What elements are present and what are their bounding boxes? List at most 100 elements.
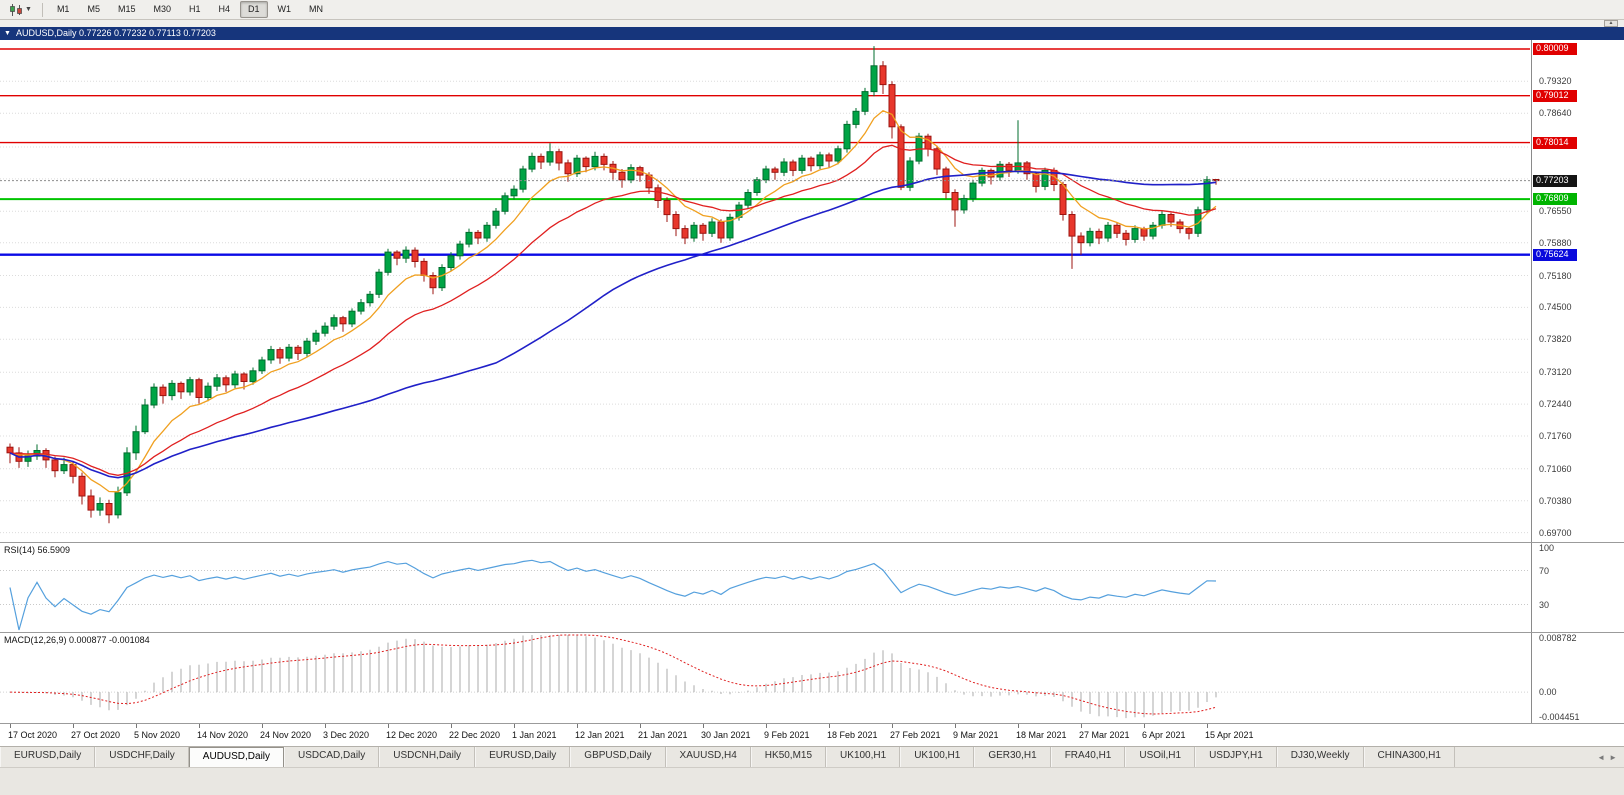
- time-axis-tick: [955, 724, 956, 728]
- time-axis-tick: [262, 724, 263, 728]
- panel-separator[interactable]: [0, 632, 1624, 633]
- candlestick-chart-icon[interactable]: ▼: [4, 2, 37, 18]
- chevron-down-icon: ▼: [25, 6, 32, 13]
- time-axis-tick: [766, 724, 767, 728]
- price-level-badge: 0.79012: [1533, 90, 1577, 102]
- time-axis-label: 6 Apr 2021: [1142, 730, 1186, 740]
- time-axis-tick: [388, 724, 389, 728]
- chart-window: ▼ AUDUSD,Daily 0.77226 0.77232 0.77113 0…: [0, 27, 1624, 746]
- time-axis-tick: [451, 724, 452, 728]
- rsi-axis-label: 100: [1539, 543, 1555, 553]
- price-chart[interactable]: [0, 40, 1530, 542]
- chart-tab-audusd-daily[interactable]: AUDUSD,Daily: [188, 747, 285, 767]
- time-axis[interactable]: 17 Oct 2020 27 Oct 2020 5 Nov 2020 14 Nov 2…: [0, 724, 1530, 746]
- collapse-triangle-icon[interactable]: ▼: [4, 30, 11, 37]
- timeframe-button-m1[interactable]: M1: [56, 4, 70, 14]
- time-axis-label: 27 Feb 2021: [890, 730, 941, 740]
- chart-tab-ger30-h1[interactable]: GER30,H1: [974, 747, 1051, 767]
- time-axis-label: 9 Mar 2021: [953, 730, 999, 740]
- timeframe-button-m15[interactable]: M15: [117, 4, 136, 14]
- time-axis-label: 14 Nov 2020: [197, 730, 249, 740]
- price-axis-label: 0.72440: [1539, 399, 1572, 409]
- price-axis-label: 0.70380: [1539, 496, 1572, 506]
- time-axis-label: 12 Dec 2020: [386, 730, 438, 740]
- macd-axis-label: -0.004451: [1539, 712, 1580, 722]
- time-axis-label: 30 Jan 2021: [701, 730, 751, 740]
- panel-separator: [0, 723, 1624, 724]
- chart-tab-xauusd-h4[interactable]: XAUUSD,H4: [665, 747, 751, 767]
- time-axis-tick: [1144, 724, 1145, 728]
- time-axis-label: 27 Oct 2020: [71, 730, 121, 740]
- chart-title-bar[interactable]: ▼ AUDUSD,Daily 0.77226 0.77232 0.77113 0…: [0, 27, 1624, 40]
- price-axis-label: 0.73120: [1539, 367, 1572, 377]
- timeframe-button-h4[interactable]: H4: [218, 4, 231, 14]
- chart-tab-fra40-h1[interactable]: FRA40,H1: [1050, 747, 1126, 767]
- window-restore-button[interactable]: ▲: [1604, 20, 1618, 27]
- time-axis-label: 21 Jan 2021: [638, 730, 688, 740]
- time-axis-label: 12 Jan 2021: [575, 730, 625, 740]
- chart-tab-eurusd-daily[interactable]: EURUSD,Daily: [0, 747, 96, 767]
- panel-separator[interactable]: [0, 542, 1624, 543]
- chart-tab-usdchf-daily[interactable]: USDCHF,Daily: [95, 747, 189, 767]
- chart-tab-eurusd-daily[interactable]: EURUSD,Daily: [475, 747, 571, 767]
- toolbar: ▼ M1 M5 M15 M30 H1 H4 D1 W1 MN: [0, 0, 1624, 20]
- macd-axis-label: 0.00: [1539, 687, 1557, 697]
- macd-panel[interactable]: MACD(12,26,9) 0.000877 -0.001084: [0, 633, 1530, 723]
- chart-tab-gbpusd-daily[interactable]: GBPUSD,Daily: [570, 747, 666, 767]
- timeframe-button-d1[interactable]: D1: [240, 1, 268, 18]
- time-axis-label: 15 Apr 2021: [1205, 730, 1254, 740]
- time-axis-tick: [1081, 724, 1082, 728]
- time-axis-label: 3 Dec 2020: [323, 730, 370, 740]
- price-level-badge: 0.76809: [1533, 193, 1577, 205]
- tab-scroll-left-icon[interactable]: ◄: [1597, 752, 1606, 762]
- time-axis-tick: [73, 724, 74, 728]
- timeframe-button-mn[interactable]: MN: [309, 4, 324, 14]
- time-axis-tick: [1207, 724, 1208, 728]
- price-axis[interactable]: 0.79320 0.78640 0.76550 0.75880 0.75180 0.745…: [1531, 40, 1624, 723]
- chart-tab-usdjpy-h1[interactable]: USDJPY,H1: [1195, 747, 1277, 767]
- time-axis-tick: [703, 724, 704, 728]
- timeframe-button-m30[interactable]: M30: [153, 4, 171, 14]
- chart-tab-dj30-weekly[interactable]: DJ30,Weekly: [1276, 747, 1364, 767]
- tab-scroll-right-icon[interactable]: ►: [1609, 752, 1617, 762]
- chart-tab-hk50-m15[interactable]: HK50,M15: [750, 747, 827, 767]
- rsi-label: RSI(14) 56.5909: [4, 545, 71, 555]
- chart-tab-uk100-h1[interactable]: UK100,H1: [826, 747, 901, 767]
- price-axis-label: 0.73820: [1539, 334, 1572, 344]
- timeframe-button-m5[interactable]: M5: [87, 4, 100, 14]
- price-axis-label: 0.71060: [1539, 464, 1572, 474]
- chart-tabs: EURUSD,Daily USDCHF,Daily AUDUSD,Daily USDC…: [0, 747, 1455, 767]
- time-axis-label: 1 Jan 2021: [512, 730, 557, 740]
- price-level-badge: 0.80009: [1533, 43, 1577, 55]
- time-axis-label: 24 Nov 2020: [260, 730, 312, 740]
- time-axis-label: 27 Mar 2021: [1079, 730, 1130, 740]
- chart-tab-uk100-h1[interactable]: UK100,H1: [900, 747, 975, 767]
- status-bar: [0, 767, 1624, 795]
- time-axis-tick: [514, 724, 515, 728]
- candlestick-glyph: [10, 3, 22, 16]
- price-axis-label: 0.78640: [1539, 108, 1572, 118]
- price-axis-label: 0.71760: [1539, 431, 1572, 441]
- timeframe-button-w1[interactable]: W1: [277, 4, 292, 14]
- chart-title: AUDUSD,Daily 0.77226 0.77232 0.77113 0.7…: [15, 28, 216, 38]
- rsi-axis-label: 70: [1539, 566, 1550, 576]
- rsi-axis-label: 30: [1539, 600, 1550, 610]
- chart-tab-usdcnh-daily[interactable]: USDCNH,Daily: [379, 747, 476, 767]
- rsi-panel[interactable]: RSI(14) 56.5909: [0, 543, 1530, 632]
- time-axis-label: 22 Dec 2020: [449, 730, 501, 740]
- time-axis-label: 9 Feb 2021: [764, 730, 810, 740]
- chart-tab-usoil-h1[interactable]: USOil,H1: [1125, 747, 1196, 767]
- chart-tab-bar: EURUSD,Daily USDCHF,Daily AUDUSD,Daily USDC…: [0, 746, 1624, 767]
- timeframe-button-h1[interactable]: H1: [189, 4, 201, 14]
- time-axis-tick: [1018, 724, 1019, 728]
- chart-tab-china300-h1[interactable]: CHINA300,H1: [1363, 747, 1455, 767]
- time-axis-tick: [640, 724, 641, 728]
- price-level-badge: 0.78014: [1533, 137, 1577, 149]
- chart-tab-usdcad-daily[interactable]: USDCAD,Daily: [284, 747, 380, 767]
- price-axis-label: 0.76550: [1539, 206, 1572, 216]
- time-axis-label: 17 Oct 2020: [8, 730, 58, 740]
- price-axis-label: 0.75880: [1539, 238, 1572, 248]
- macd-label: MACD(12,26,9) 0.000877 -0.001084: [4, 635, 150, 645]
- time-axis-label: 18 Mar 2021: [1016, 730, 1067, 740]
- time-axis-tick: [892, 724, 893, 728]
